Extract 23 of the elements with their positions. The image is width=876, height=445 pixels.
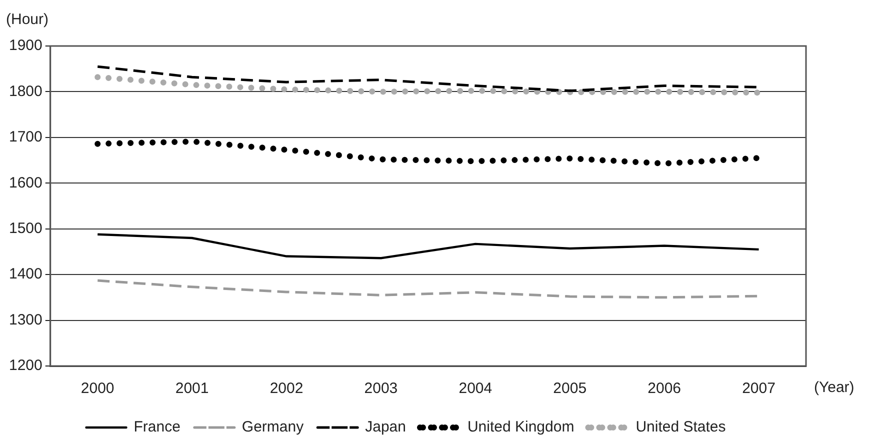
legend-label: France (134, 418, 180, 436)
x-tick-label: 2005 (553, 380, 587, 398)
y-tick-label: 1800 (8, 82, 42, 100)
y-tick-label: 1700 (8, 128, 42, 146)
x-tick-label: 2006 (648, 380, 682, 398)
x-axis-title: (Year) (814, 379, 854, 396)
x-tick-label: 2001 (175, 380, 209, 398)
y-tick-label: 1600 (8, 174, 42, 192)
y-tick-label: 1900 (8, 37, 42, 54)
y-tick-label: 1200 (8, 357, 42, 374)
y-axis-title: (Hour) (6, 11, 49, 28)
y-tick-label: 1500 (8, 220, 42, 237)
legend-label: United Kingdom (467, 418, 574, 436)
x-tick-label: 2003 (364, 380, 398, 398)
legend-label: Japan (365, 418, 406, 436)
x-tick-label: 2000 (80, 380, 114, 398)
y-tick-label: 1300 (8, 311, 42, 328)
x-tick-label: 2002 (270, 380, 304, 398)
legend-label: United States (636, 418, 726, 436)
legend-label: Germany (242, 418, 304, 436)
x-tick-label: 2004 (458, 380, 492, 398)
y-tick-label: 1400 (8, 266, 42, 283)
x-tick-label: 2007 (742, 380, 776, 398)
